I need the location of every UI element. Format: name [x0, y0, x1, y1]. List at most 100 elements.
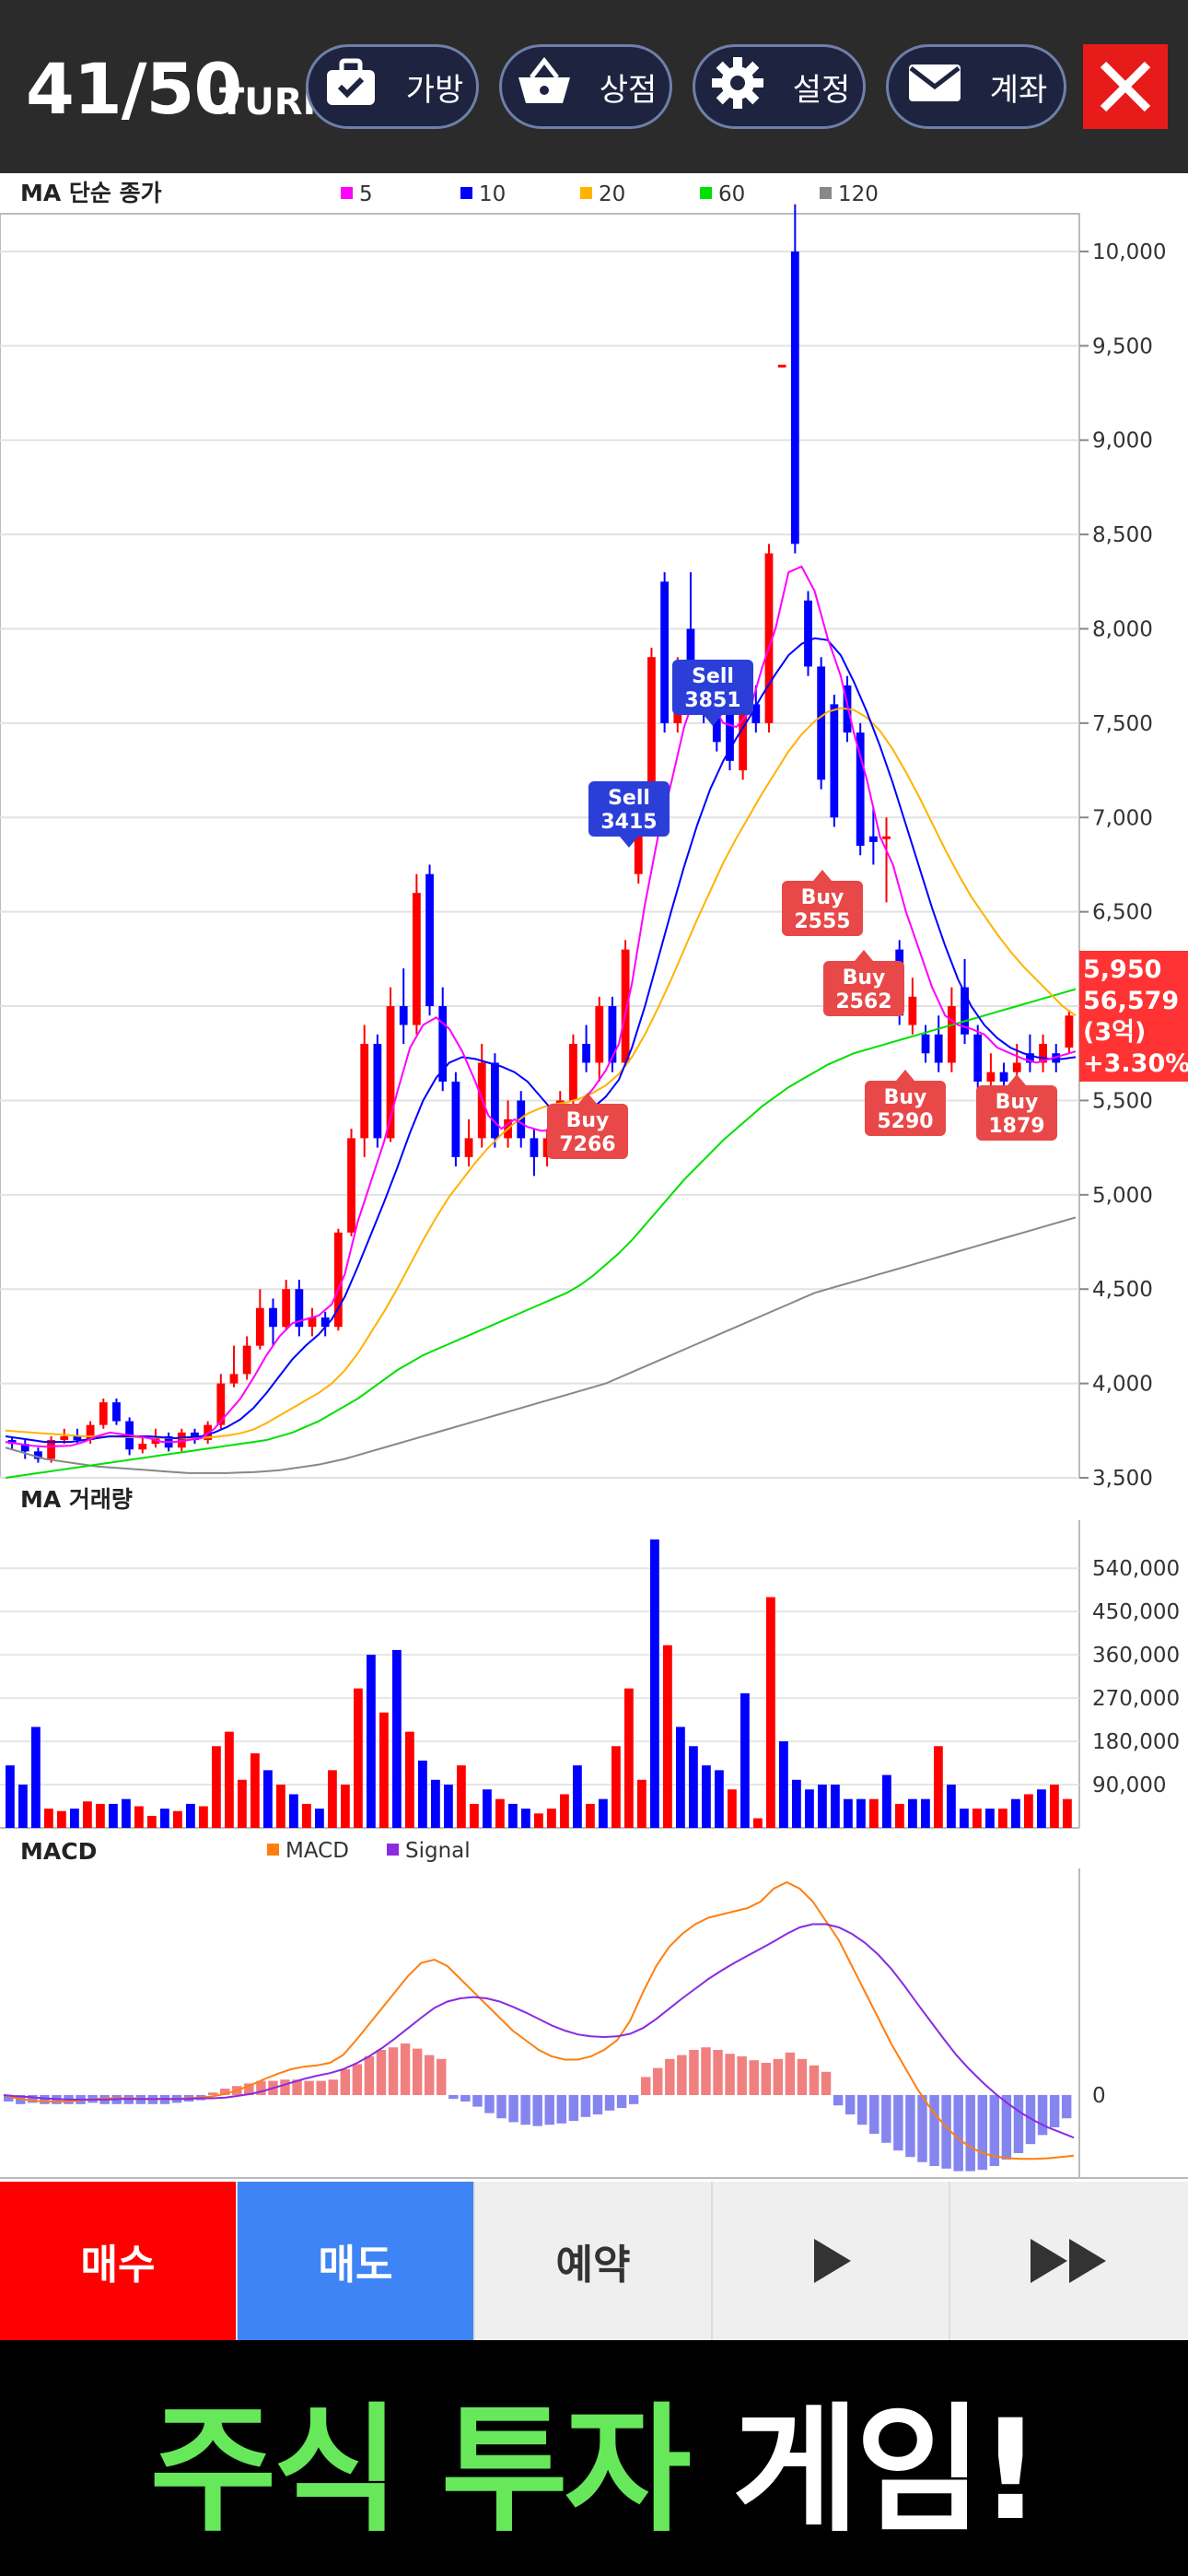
macd-histogram-bar	[460, 2095, 471, 2102]
volume-bar	[276, 1785, 285, 1828]
macd-histogram-bar	[364, 2056, 375, 2095]
price-frame	[0, 213, 1080, 1479]
fast-forward-icon	[1031, 2239, 1106, 2283]
volume-bar	[753, 1818, 763, 1828]
macd-histogram-bar	[653, 2067, 663, 2095]
volume-bar	[212, 1746, 221, 1828]
macd-histogram-bar	[400, 2043, 411, 2095]
candle-body	[399, 1006, 408, 1025]
candle-body	[817, 666, 826, 780]
macd-histogram-bar	[256, 2080, 266, 2095]
legend-label: 120	[838, 182, 879, 206]
volume-bar	[1024, 1794, 1033, 1828]
candle-body	[34, 1451, 42, 1459]
shop-button-label: 상점	[599, 71, 658, 109]
bag-button[interactable]: 가방	[306, 44, 479, 129]
candle-body	[269, 1307, 277, 1328]
macd-histogram-bar	[713, 2050, 723, 2095]
sell-button[interactable]: 매도	[238, 2182, 475, 2340]
volume-bar	[109, 1803, 118, 1828]
volume-tick-label: 450,000	[1092, 1600, 1180, 1624]
volume-bar	[444, 1785, 453, 1828]
bag-button-label: 가방	[405, 71, 464, 109]
marker-pointer	[855, 950, 873, 961]
basket-icon	[515, 53, 574, 121]
macd-histogram-bar	[244, 2083, 254, 2095]
marker-pointer	[813, 870, 832, 881]
volume-bar	[405, 1731, 414, 1828]
macd-histogram-bar	[917, 2095, 927, 2162]
candle-body	[947, 1006, 956, 1063]
macd-histogram-bar	[352, 2064, 363, 2095]
macd-histogram-bar	[616, 2095, 627, 2108]
marker-box	[782, 881, 863, 936]
volume-bar	[534, 1813, 543, 1828]
candle-body	[20, 1444, 29, 1452]
current-change: +3.30%	[1083, 1049, 1188, 1078]
volume-bar	[805, 1789, 814, 1828]
ma5-line	[5, 565, 1077, 1448]
macd-histogram-bar	[785, 2052, 796, 2095]
candle-body	[569, 1044, 577, 1101]
marker-box	[672, 660, 753, 715]
legend-label: 10	[479, 182, 506, 206]
current-amount: (3억)	[1083, 1018, 1146, 1047]
turn-count: 41/50	[26, 48, 242, 130]
buy-button[interactable]: 매수	[0, 2182, 238, 2340]
candle-body	[1065, 1015, 1074, 1048]
volume-bar	[483, 1789, 492, 1828]
macd-histogram-bar	[628, 2095, 639, 2104]
close-button[interactable]	[1083, 44, 1168, 129]
volume-bar	[573, 1765, 582, 1828]
candle-body	[856, 732, 865, 846]
volume-bar	[560, 1794, 569, 1828]
legend-label: MACD	[285, 1839, 349, 1863]
y-tick-label: 6,500	[1092, 901, 1153, 925]
stock-chart[interactable]: MA 단순 종가 5 10 20 60 120 MA 거래량 MACD MACD Sign…	[0, 173, 1188, 2182]
volume-bar	[1050, 1785, 1059, 1828]
settings-button[interactable]: 설정	[693, 44, 866, 129]
fast-forward-button[interactable]	[950, 2182, 1188, 2340]
volume-bar	[973, 1809, 982, 1828]
volume-bar	[83, 1801, 92, 1828]
macd-histogram-bar	[929, 2095, 939, 2166]
volume-bar	[134, 1806, 144, 1828]
volume-bar	[521, 1809, 530, 1828]
candle-body	[921, 1034, 930, 1054]
volume-bar	[44, 1809, 53, 1828]
play-button[interactable]	[713, 2182, 950, 2340]
volume-bar	[238, 1779, 247, 1828]
banner-white-text: 게임!	[732, 2390, 1042, 2551]
reserve-button[interactable]: 예약	[475, 2182, 713, 2340]
volume-bar	[6, 1765, 15, 1828]
volume-bar	[31, 1727, 41, 1828]
macd-histogram-bar	[207, 2092, 218, 2095]
volume-bar	[1011, 1798, 1020, 1828]
candle-body	[934, 1034, 943, 1063]
current-price-box	[1079, 951, 1188, 1082]
account-button[interactable]: 계좌	[886, 44, 1066, 129]
volume-bar	[392, 1649, 402, 1828]
legend-swatch	[820, 187, 832, 199]
candle-body	[360, 1044, 369, 1139]
candle-body	[73, 1435, 82, 1441]
marker-type: Buy	[843, 966, 886, 989]
chart-area[interactable]: MA 단순 종가 5 10 20 60 120 MA 거래량 MACD MACD Sign…	[0, 173, 1188, 2182]
y-tick-label: 3,500	[1092, 1467, 1153, 1491]
marker-value: 3415	[600, 811, 657, 834]
top-bar: 41/50 TURN 가방 상점 설정 계좌	[0, 0, 1188, 173]
macd-histogram-bar	[448, 2095, 459, 2100]
promo-banner: 주식 투자 게임!	[0, 2340, 1188, 2576]
candle-body	[739, 704, 748, 771]
candle-body	[112, 1402, 121, 1422]
macd-histogram-bar	[701, 2047, 711, 2095]
macd-zero-label: 0	[1092, 2084, 1106, 2108]
candle-body	[790, 251, 799, 544]
volume-bar	[250, 1753, 260, 1828]
shop-button[interactable]: 상점	[499, 44, 672, 129]
macd-histogram-bar	[737, 2056, 747, 2095]
legend-swatch	[460, 187, 472, 199]
macd-histogram-bar	[640, 2077, 651, 2095]
macd-histogram-bar	[412, 2048, 423, 2095]
